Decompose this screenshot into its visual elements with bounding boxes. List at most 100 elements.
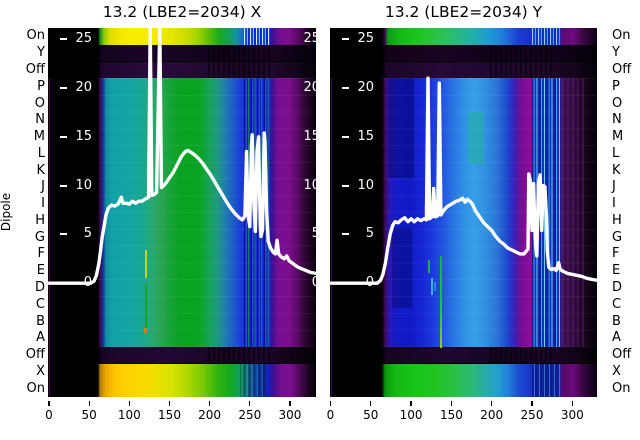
inner-tick-dash bbox=[342, 135, 349, 138]
row-label-left-15: D bbox=[34, 280, 45, 295]
x-tick-label: 250 bbox=[520, 408, 544, 422]
zero-column-line bbox=[330, 78, 332, 397]
x-tick-label: 100 bbox=[399, 408, 423, 422]
heatmap-panel-y: 25 20 15 10 5 0 bbox=[330, 28, 597, 397]
dark-column-patch bbox=[388, 78, 414, 179]
stripe-cluster bbox=[240, 363, 266, 397]
row-label-right-16: C bbox=[612, 296, 622, 312]
x-tick-mark bbox=[289, 401, 291, 406]
row-label-right-13: F bbox=[612, 246, 620, 262]
row-label-left-3: P bbox=[37, 78, 45, 94]
inner-tick-dash bbox=[342, 282, 349, 285]
inner-tick-label: 15 bbox=[75, 128, 92, 144]
x-axis-panel-x: 0 50 100 150 200 250 300 bbox=[45, 397, 316, 429]
row-label-left-5: N bbox=[35, 112, 45, 128]
row-label-right-17: B bbox=[612, 313, 621, 329]
inner-tick-label: 10 bbox=[75, 177, 92, 193]
row-seams bbox=[380, 78, 597, 347]
row-label-right-2: Off bbox=[612, 61, 632, 77]
inner-tick-label-right: 15 bbox=[303, 128, 316, 144]
x-axis-panel-y: 0 50 100 150 200 250 300 bbox=[327, 397, 597, 429]
row-label-right-8: K bbox=[612, 162, 621, 178]
dark-stripes bbox=[208, 44, 272, 79]
row-label-left-19: Off bbox=[25, 347, 45, 363]
row-seams bbox=[98, 78, 316, 347]
inner-tick-label-right: 5 bbox=[311, 226, 316, 242]
row-label-left-18: A bbox=[36, 330, 45, 346]
inner-tick-label: 5 bbox=[365, 226, 374, 242]
inner-tick-dash bbox=[60, 38, 67, 41]
dark-stripes bbox=[208, 346, 272, 364]
row-label-left-2: Off bbox=[25, 61, 45, 77]
dark-stripes bbox=[490, 346, 554, 364]
x-tick-mark bbox=[249, 401, 251, 406]
row-label-right-15: D bbox=[612, 280, 623, 295]
inner-tick-label: 20 bbox=[357, 80, 374, 95]
row-label-right-14: E bbox=[612, 263, 621, 279]
heatmap-panel-x: 25 25 20 20 15 15 10 10 5 5 0 0 bbox=[48, 28, 316, 397]
event-line bbox=[434, 282, 436, 291]
inner-tick-label-right: 25 bbox=[303, 31, 316, 47]
row-label-left-16: C bbox=[35, 296, 45, 312]
row-label-left-20: X bbox=[36, 363, 45, 379]
panel-x-title: 13.2 (LBE2=2034) X bbox=[102, 3, 262, 21]
panel-x-band-main bbox=[48, 78, 316, 347]
row-label-right-6: M bbox=[612, 129, 624, 144]
panel-y-band-on-top bbox=[330, 28, 597, 45]
x-tick-label: 150 bbox=[158, 408, 181, 422]
row-label-right-21: On bbox=[612, 380, 631, 396]
row-label-right-5: N bbox=[612, 112, 622, 128]
inner-tick-label: 5 bbox=[83, 226, 92, 242]
teal-patch bbox=[468, 112, 484, 164]
stripe-cluster bbox=[532, 28, 560, 45]
x-tick-mark bbox=[370, 401, 372, 406]
inner-tick-dash bbox=[342, 38, 349, 41]
event-line bbox=[440, 256, 442, 348]
row-label-right-3: P bbox=[612, 78, 620, 94]
row-label-left-12: G bbox=[34, 229, 45, 245]
inner-tick-dash bbox=[60, 282, 67, 285]
row-label-left-4: O bbox=[34, 95, 45, 111]
inner-tick-label: 0 bbox=[83, 275, 92, 291]
profile-curve-y bbox=[330, 76, 597, 285]
x-tick-mark bbox=[410, 401, 412, 406]
stripe-cluster bbox=[244, 28, 270, 45]
row-label-left-9: J bbox=[41, 179, 45, 195]
inner-tick-label: 0 bbox=[365, 275, 374, 291]
x-tick-mark bbox=[450, 401, 453, 406]
x-tick-label: 300 bbox=[560, 408, 584, 422]
stripe-cluster bbox=[532, 363, 560, 397]
inner-tick-label-right: 0 bbox=[311, 275, 316, 291]
dark-column-patch bbox=[392, 228, 412, 308]
row-label-left-11: H bbox=[35, 212, 45, 228]
x-tick-label: 0 bbox=[45, 408, 53, 422]
x-tick-label: 250 bbox=[238, 408, 262, 422]
event-line bbox=[431, 278, 433, 295]
x-tick-mark bbox=[208, 401, 211, 406]
inner-tick-label: 20 bbox=[75, 80, 92, 95]
x-tick-mark bbox=[531, 401, 533, 406]
inner-tick-label-right: 20 bbox=[303, 80, 316, 95]
event-line bbox=[145, 250, 147, 278]
event-line bbox=[428, 260, 430, 273]
row-label-left-7: L bbox=[37, 145, 45, 161]
row-label-right-0: On bbox=[612, 28, 631, 44]
x-tick-label: 100 bbox=[117, 408, 141, 422]
row-label-right-20: X bbox=[612, 363, 621, 379]
inner-tick-label-right: 10 bbox=[303, 177, 316, 193]
x-tick-label: 300 bbox=[278, 408, 302, 422]
row-label-right-7: L bbox=[612, 145, 620, 161]
row-label-right-4: O bbox=[612, 95, 623, 111]
panel-x-band-x-on-bottom bbox=[48, 363, 316, 397]
x-tick-mark bbox=[128, 401, 130, 406]
row-label-right-19: Off bbox=[612, 347, 632, 363]
row-label-left-13: F bbox=[37, 246, 45, 262]
panel-y-title: 13.2 (LBE2=2034) Y bbox=[384, 3, 543, 21]
row-label-left-21: On bbox=[26, 380, 45, 396]
inner-tick-label: 25 bbox=[357, 31, 374, 47]
inner-tick-dash bbox=[60, 184, 67, 187]
row-label-right-10: I bbox=[612, 196, 616, 212]
row-label-left-17: B bbox=[36, 313, 45, 329]
inner-tick-dash bbox=[342, 87, 349, 89]
